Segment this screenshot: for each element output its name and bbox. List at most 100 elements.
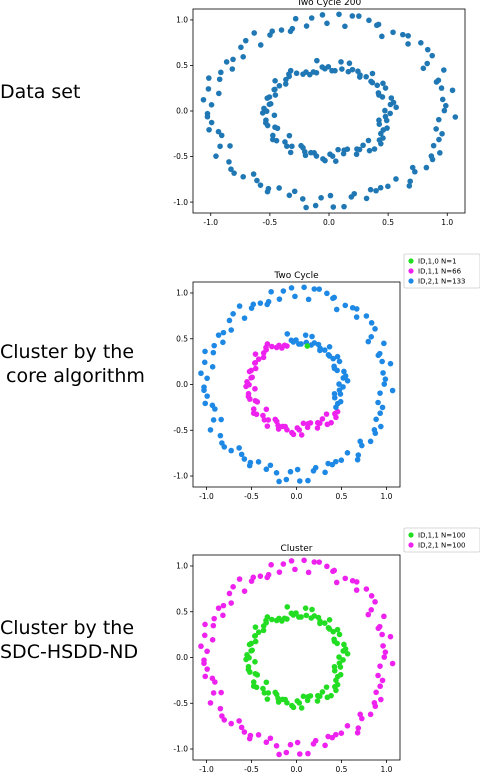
data-point [252, 624, 259, 630]
data-point [436, 136, 442, 143]
plot-frame [192, 281, 401, 488]
data-point [206, 75, 212, 81]
data-point [296, 700, 303, 706]
data-point [344, 723, 351, 729]
data-point [276, 82, 283, 89]
x-tick-label: -0.5 [244, 765, 259, 774]
data-point [334, 353, 341, 360]
data-point [217, 705, 224, 712]
data-point [331, 663, 338, 670]
data-point [318, 194, 324, 201]
data-point [260, 623, 267, 629]
data-point [338, 457, 345, 463]
data-point [314, 57, 320, 64]
data-point [284, 426, 290, 433]
data-point [216, 90, 222, 97]
data-point [443, 102, 449, 109]
data-point [267, 462, 274, 469]
data-point [346, 60, 353, 67]
legend-label: ID,2,1 N=133 [418, 278, 466, 286]
data-point [328, 692, 334, 699]
data-point [379, 631, 385, 638]
data-point [287, 149, 294, 156]
data-point [294, 739, 301, 746]
data-point [230, 584, 236, 590]
data-point [324, 290, 330, 297]
data-point [430, 142, 437, 149]
data-point [257, 42, 264, 48]
data-point [283, 749, 290, 756]
data-point [198, 643, 204, 650]
data-point [385, 183, 391, 190]
data-point [215, 332, 222, 338]
data-point [368, 607, 375, 613]
data-point [208, 101, 215, 108]
data-point [334, 408, 341, 415]
data-point [307, 693, 314, 699]
y-tick-label: 1.0 [176, 16, 188, 25]
data-point [269, 343, 275, 350]
data-point [336, 11, 342, 18]
data-point [378, 423, 384, 430]
data-point [313, 153, 320, 159]
x-tick-label: 1.0 [381, 492, 393, 501]
data-point [449, 87, 456, 94]
data-point [307, 420, 314, 426]
data-point [384, 125, 390, 131]
data-point [280, 561, 287, 567]
data-point [366, 17, 372, 24]
data-point [255, 459, 262, 465]
data-point [243, 383, 249, 390]
data-point [274, 125, 281, 132]
data-point [271, 112, 278, 119]
data-point [390, 99, 397, 106]
legend-marker [408, 258, 414, 264]
data-point [246, 735, 253, 742]
data-point [204, 648, 210, 655]
data-point [228, 720, 234, 727]
data-point [201, 359, 208, 366]
data-point [220, 339, 226, 346]
data-point [248, 578, 255, 584]
data-point [299, 196, 306, 202]
data-point [298, 705, 305, 711]
data-point [241, 315, 248, 321]
data-point [332, 158, 339, 165]
data-point [363, 586, 370, 592]
data-point [218, 689, 224, 696]
data-point [275, 426, 282, 432]
data-point [257, 573, 264, 579]
data-point [418, 40, 424, 46]
data-point [316, 420, 323, 427]
data-point [255, 732, 262, 738]
data-point [295, 614, 302, 620]
data-point [400, 31, 406, 38]
data-point [355, 452, 362, 458]
data-point [390, 29, 396, 36]
data-point [375, 399, 381, 406]
data-point [366, 147, 373, 154]
data-point [321, 620, 328, 626]
data-point [263, 466, 270, 473]
data-point [376, 117, 382, 124]
data-point [211, 615, 217, 622]
data-point [377, 390, 383, 396]
data-point [221, 717, 228, 723]
x-tick-label: 0.0 [291, 492, 303, 501]
data-point [379, 404, 386, 411]
data-point [228, 166, 234, 173]
data-point [380, 643, 386, 649]
plot-frame [192, 8, 466, 214]
y-tick-label: 1.0 [176, 289, 188, 298]
y-tick-label: -1.0 [173, 745, 188, 754]
data-point [319, 416, 326, 422]
data-point [356, 146, 363, 153]
data-point [208, 119, 215, 126]
data-point [273, 743, 280, 749]
data-point [230, 56, 236, 63]
data-point [331, 667, 338, 674]
x-tick-label: 0.0 [323, 218, 335, 227]
data-point [325, 624, 332, 631]
data-point [248, 305, 255, 311]
data-point [338, 730, 345, 736]
